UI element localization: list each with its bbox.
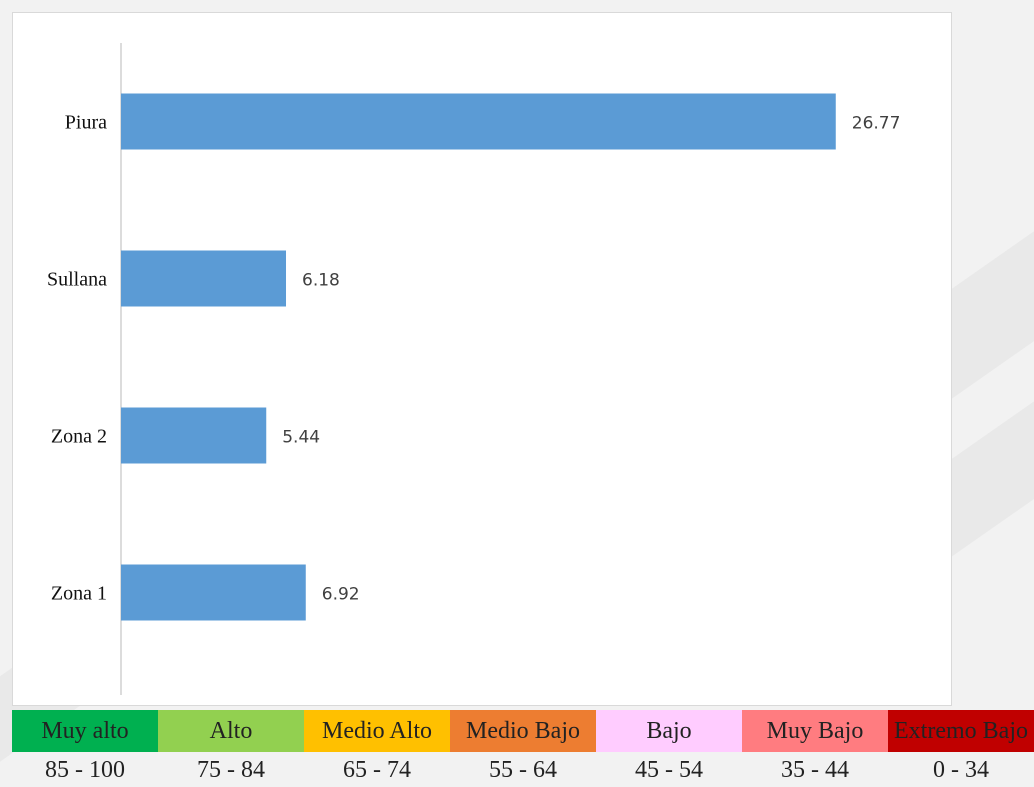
legend-level-range: 45 - 54 [635, 756, 703, 783]
bar [121, 250, 287, 307]
data-label: 26.77 [852, 114, 901, 134]
legend-level-label: Extremo Bajo [888, 710, 1034, 752]
legend-level-label: Medio Alto [304, 710, 450, 752]
legend-level-label: Bajo [596, 710, 742, 752]
legend-level-label: Muy alto [12, 710, 158, 752]
data-label: 6.92 [322, 585, 360, 605]
category-label: Zona 1 [51, 583, 107, 605]
legend-color-row: Muy alto Alto Medio Alto Medio Bajo Bajo Muy … [12, 710, 1034, 752]
legend-level-range: 55 - 64 [489, 756, 557, 783]
data-label: 5.44 [282, 428, 320, 448]
legend-level-range: 65 - 74 [343, 756, 411, 783]
legend-level-range: 75 - 84 [197, 756, 265, 783]
bar [121, 407, 267, 464]
legend-level-label: Alto [158, 710, 304, 752]
legend-level-label: Medio Bajo [450, 710, 596, 752]
chart-area: Zona 1 6.92 Zona 2 5.44 Sullana 6.18 Piura 26.7… [12, 12, 952, 706]
legend-level-range: 0 - 34 [933, 756, 989, 783]
legend-level-range: 35 - 44 [781, 756, 849, 783]
category-label: Sullana [47, 269, 107, 291]
data-label: 6.18 [302, 271, 340, 291]
legend-range-row: 85 - 100 75 - 84 65 - 74 55 - 64 45 - 54 35 -… [12, 753, 1034, 787]
bar [121, 564, 306, 621]
legend-level-range: 85 - 100 [45, 756, 125, 783]
legend-level-label: Muy Bajo [742, 710, 888, 752]
category-label: Zona 2 [51, 426, 107, 448]
bar [121, 93, 836, 150]
bar-chart: Zona 1 6.92 Zona 2 5.44 Sullana 6.18 Piura 26.7… [47, 43, 901, 695]
category-label: Piura [65, 112, 107, 134]
